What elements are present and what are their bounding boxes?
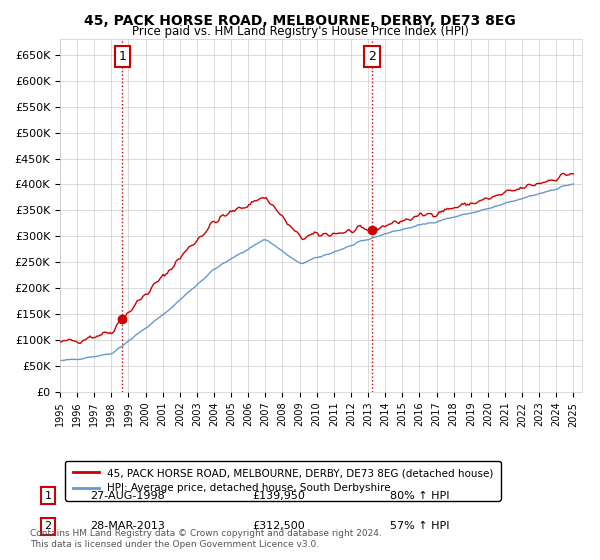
Text: 45, PACK HORSE ROAD, MELBOURNE, DERBY, DE73 8EG: 45, PACK HORSE ROAD, MELBOURNE, DERBY, D… <box>84 14 516 28</box>
Legend: 45, PACK HORSE ROAD, MELBOURNE, DERBY, DE73 8EG (detached house), HPI: Average p: 45, PACK HORSE ROAD, MELBOURNE, DERBY, D… <box>65 461 500 501</box>
Text: 28-MAR-2013: 28-MAR-2013 <box>90 521 165 531</box>
Text: 27-AUG-1998: 27-AUG-1998 <box>90 491 165 501</box>
Text: 1: 1 <box>119 50 127 63</box>
Text: Contains HM Land Registry data © Crown copyright and database right 2024.
This d: Contains HM Land Registry data © Crown c… <box>30 529 382 549</box>
Text: 1: 1 <box>44 491 52 501</box>
Text: 2: 2 <box>368 50 376 63</box>
Text: £312,500: £312,500 <box>252 521 305 531</box>
Text: 80% ↑ HPI: 80% ↑ HPI <box>390 491 449 501</box>
Text: Price paid vs. HM Land Registry's House Price Index (HPI): Price paid vs. HM Land Registry's House … <box>131 25 469 38</box>
Text: £139,950: £139,950 <box>252 491 305 501</box>
Text: 57% ↑ HPI: 57% ↑ HPI <box>390 521 449 531</box>
Text: 2: 2 <box>44 521 52 531</box>
